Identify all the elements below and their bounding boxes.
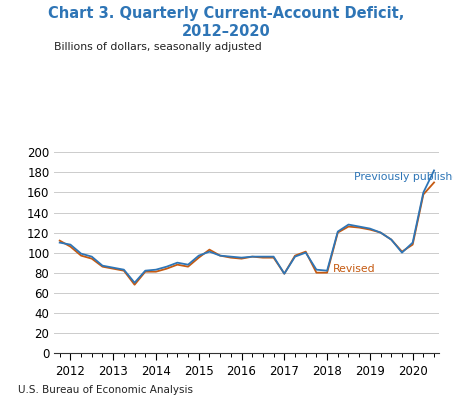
- Text: Billions of dollars, seasonally adjusted: Billions of dollars, seasonally adjusted: [54, 42, 262, 52]
- Text: Revised: Revised: [333, 264, 375, 273]
- Text: Previously published: Previously published: [354, 172, 453, 182]
- Text: U.S. Bureau of Economic Analysis: U.S. Bureau of Economic Analysis: [18, 385, 193, 395]
- Text: Chart 3. Quarterly Current-Account Deficit,: Chart 3. Quarterly Current-Account Defic…: [48, 6, 405, 21]
- Text: 2012–2020: 2012–2020: [182, 24, 271, 39]
